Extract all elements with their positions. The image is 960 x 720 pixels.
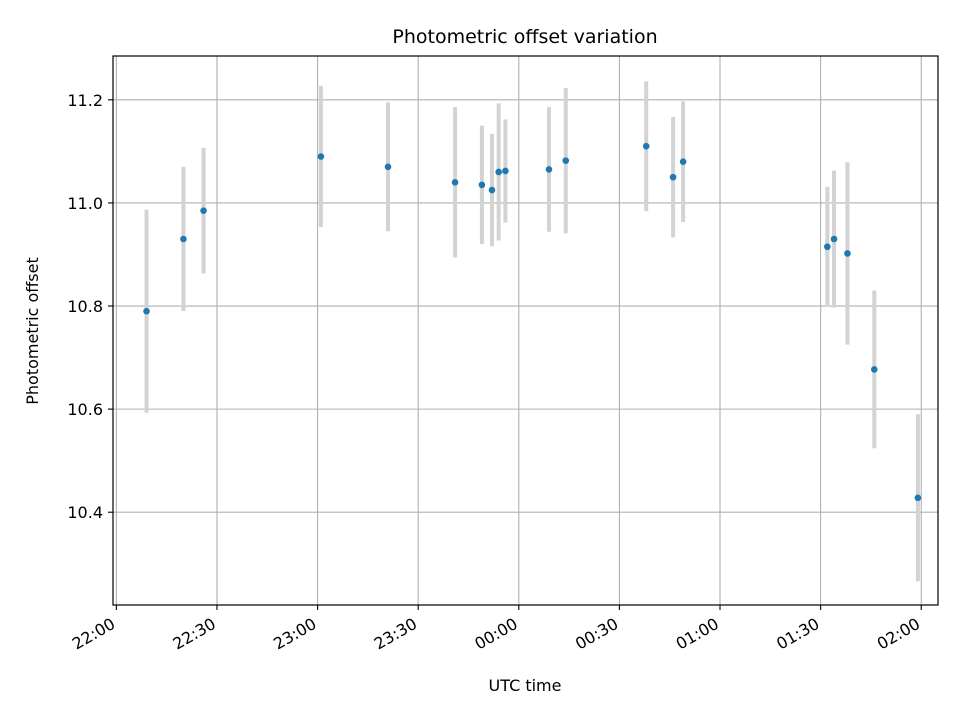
data-point [451, 178, 459, 186]
data-point [545, 166, 553, 173]
plot-frame [112, 55, 939, 606]
data-point [844, 250, 851, 257]
data-point [384, 163, 392, 171]
y-tick-label: 10.8 [67, 297, 103, 316]
data-point [200, 207, 207, 214]
data-point [317, 153, 325, 160]
y-tick-label: 10.6 [67, 400, 103, 419]
data-point [180, 235, 187, 243]
data-point [642, 142, 650, 150]
data-point [914, 494, 922, 502]
data-point [669, 173, 677, 181]
x-axis-label: UTC time [489, 676, 562, 695]
data-point [143, 307, 150, 315]
data-point [488, 186, 496, 194]
data-point [502, 167, 509, 175]
grid [113, 56, 938, 605]
chart-title: Photometric offset variation [392, 26, 657, 48]
data-point [679, 158, 687, 165]
data-point [830, 235, 838, 243]
data-point [824, 243, 831, 251]
data-point [478, 181, 486, 189]
data-point [870, 366, 878, 373]
y-tick-label: 11.0 [67, 194, 103, 213]
y-axis-label: Photometric offset [23, 257, 42, 405]
data-point [562, 157, 570, 164]
y-axis: 10.4 10.6 10.8 11.0 11.2 [67, 91, 113, 522]
data-points [143, 142, 922, 502]
y-tick-label: 10.4 [67, 503, 103, 522]
data-point [495, 168, 502, 176]
y-tick-label: 11.2 [67, 91, 103, 110]
